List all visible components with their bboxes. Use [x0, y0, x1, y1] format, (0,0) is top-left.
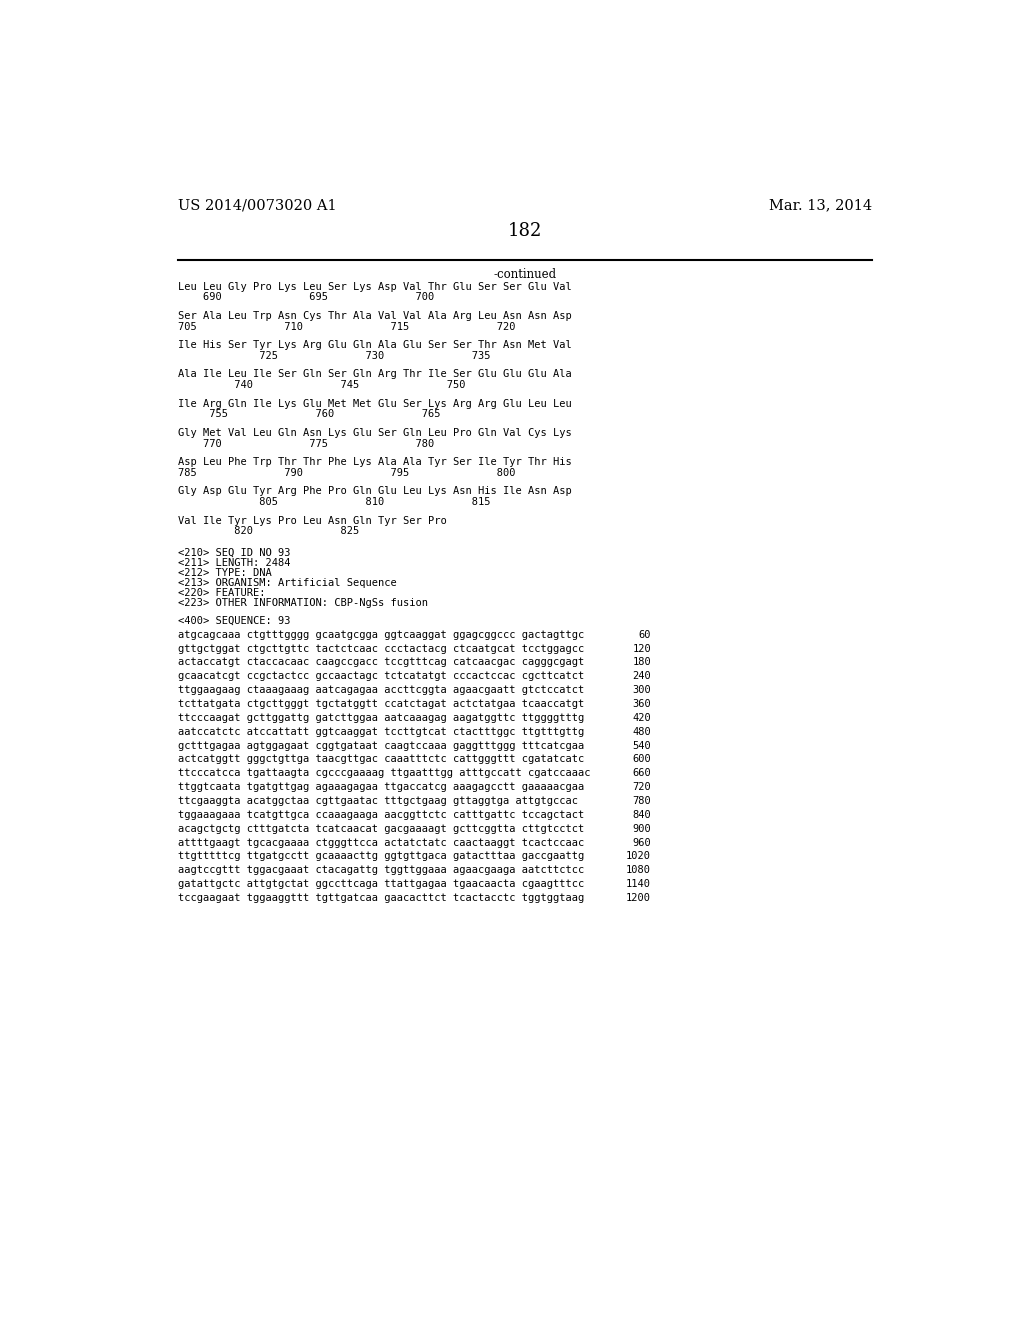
Text: aatccatctc atccattatt ggtcaaggat tccttgtcat ctactttggc ttgtttgttg: aatccatctc atccattatt ggtcaaggat tccttgt… — [178, 726, 585, 737]
Text: 240: 240 — [633, 671, 651, 681]
Text: ttcccaagat gcttggattg gatcttggaa aatcaaagag aagatggttc ttggggtttg: ttcccaagat gcttggattg gatcttggaa aatcaaa… — [178, 713, 585, 723]
Text: atgcagcaaa ctgtttgggg gcaatgcgga ggtcaaggat ggagcggccc gactagttgc: atgcagcaaa ctgtttgggg gcaatgcgga ggtcaag… — [178, 630, 585, 640]
Text: actcatggtt gggctgttga taacgttgac caaatttctc cattgggttt cgatatcatc: actcatggtt gggctgttga taacgttgac caaattt… — [178, 755, 585, 764]
Text: 600: 600 — [633, 755, 651, 764]
Text: Ala Ile Leu Ile Ser Gln Ser Gln Arg Thr Ile Ser Glu Glu Glu Ala: Ala Ile Leu Ile Ser Gln Ser Gln Arg Thr … — [178, 370, 572, 379]
Text: 740              745              750: 740 745 750 — [178, 380, 466, 391]
Text: tggaaagaaa tcatgttgca ccaaagaaga aacggttctc catttgattc tccagctact: tggaaagaaa tcatgttgca ccaaagaaga aacggtt… — [178, 810, 585, 820]
Text: <220> FEATURE:: <220> FEATURE: — [178, 589, 266, 598]
Text: 960: 960 — [633, 838, 651, 847]
Text: Val Ile Tyr Lys Pro Leu Asn Gln Tyr Ser Pro: Val Ile Tyr Lys Pro Leu Asn Gln Tyr Ser … — [178, 516, 447, 525]
Text: ttgtttttcg ttgatgcctt gcaaaacttg ggtgttgaca gatactttaa gaccgaattg: ttgtttttcg ttgatgcctt gcaaaacttg ggtgttg… — [178, 851, 585, 862]
Text: gttgctggat ctgcttgttc tactctcaac ccctactacg ctcaatgcat tcctggagcc: gttgctggat ctgcttgttc tactctcaac ccctact… — [178, 644, 585, 653]
Text: 820              825: 820 825 — [178, 527, 359, 536]
Text: tcttatgata ctgcttgggt tgctatggtt ccatctagat actctatgaa tcaaccatgt: tcttatgata ctgcttgggt tgctatggtt ccatcta… — [178, 700, 585, 709]
Text: Asp Leu Phe Trp Thr Thr Phe Lys Ala Ala Tyr Ser Ile Tyr Thr His: Asp Leu Phe Trp Thr Thr Phe Lys Ala Ala … — [178, 457, 572, 467]
Text: Ile His Ser Tyr Lys Arg Glu Gln Ala Glu Ser Ser Thr Asn Met Val: Ile His Ser Tyr Lys Arg Glu Gln Ala Glu … — [178, 341, 572, 350]
Text: 755              760              765: 755 760 765 — [178, 409, 441, 420]
Text: 1080: 1080 — [626, 866, 651, 875]
Text: 705              710              715              720: 705 710 715 720 — [178, 322, 516, 331]
Text: gctttgagaa agtggagaat cggtgataat caagtccaaa gaggtttggg tttcatcgaa: gctttgagaa agtggagaat cggtgataat caagtcc… — [178, 741, 585, 751]
Text: 900: 900 — [633, 824, 651, 834]
Text: 690              695              700: 690 695 700 — [178, 293, 434, 302]
Text: actaccatgt ctaccacaac caagccgacc tccgtttcag catcaacgac cagggcgagt: actaccatgt ctaccacaac caagccgacc tccgttt… — [178, 657, 585, 668]
Text: ttcccatcca tgattaagta cgcccgaaaag ttgaatttgg atttgccatt cgatccaaac: ttcccatcca tgattaagta cgcccgaaaag ttgaat… — [178, 768, 591, 779]
Text: <210> SEQ ID NO 93: <210> SEQ ID NO 93 — [178, 548, 291, 558]
Text: acagctgctg ctttgatcta tcatcaacat gacgaaaagt gcttcggtta cttgtcctct: acagctgctg ctttgatcta tcatcaacat gacgaaa… — [178, 824, 585, 834]
Text: 725              730              735: 725 730 735 — [178, 351, 490, 360]
Text: 182: 182 — [508, 222, 542, 240]
Text: Ile Arg Gln Ile Lys Glu Met Met Glu Ser Lys Arg Arg Glu Leu Leu: Ile Arg Gln Ile Lys Glu Met Met Glu Ser … — [178, 399, 572, 409]
Text: 1200: 1200 — [626, 892, 651, 903]
Text: gcaacatcgt ccgctactcc gccaactagc tctcatatgt cccactccac cgcttcatct: gcaacatcgt ccgctactcc gccaactagc tctcata… — [178, 671, 585, 681]
Text: aagtccgttt tggacgaaat ctacagattg tggttggaaa agaacgaaga aatcttctcc: aagtccgttt tggacgaaat ctacagattg tggttgg… — [178, 866, 585, 875]
Text: <213> ORGANISM: Artificial Sequence: <213> ORGANISM: Artificial Sequence — [178, 578, 397, 587]
Text: <223> OTHER INFORMATION: CBP-NgSs fusion: <223> OTHER INFORMATION: CBP-NgSs fusion — [178, 598, 428, 609]
Text: <400> SEQUENCE: 93: <400> SEQUENCE: 93 — [178, 615, 291, 626]
Text: -continued: -continued — [494, 268, 556, 281]
Text: 480: 480 — [633, 726, 651, 737]
Text: Gly Met Val Leu Gln Asn Lys Glu Ser Gln Leu Pro Gln Val Cys Lys: Gly Met Val Leu Gln Asn Lys Glu Ser Gln … — [178, 428, 572, 438]
Text: 785              790              795              800: 785 790 795 800 — [178, 469, 516, 478]
Text: <211> LENGTH: 2484: <211> LENGTH: 2484 — [178, 558, 291, 568]
Text: tccgaagaat tggaaggttt tgttgatcaa gaacacttct tcactacctc tggtggtaag: tccgaagaat tggaaggttt tgttgatcaa gaacact… — [178, 892, 585, 903]
Text: 805              810              815: 805 810 815 — [178, 498, 490, 507]
Text: gatattgctc attgtgctat ggccttcaga ttattgagaa tgaacaacta cgaagtttcc: gatattgctc attgtgctat ggccttcaga ttattga… — [178, 879, 585, 890]
Text: Leu Leu Gly Pro Lys Leu Ser Lys Asp Val Thr Glu Ser Ser Glu Val: Leu Leu Gly Pro Lys Leu Ser Lys Asp Val … — [178, 281, 572, 292]
Text: Gly Asp Glu Tyr Arg Phe Pro Gln Glu Leu Lys Asn His Ile Asn Asp: Gly Asp Glu Tyr Arg Phe Pro Gln Glu Leu … — [178, 487, 572, 496]
Text: 780: 780 — [633, 796, 651, 807]
Text: ttcgaaggta acatggctaa cgttgaatac tttgctgaag gttaggtga attgtgccac: ttcgaaggta acatggctaa cgttgaatac tttgctg… — [178, 796, 579, 807]
Text: 540: 540 — [633, 741, 651, 751]
Text: attttgaagt tgcacgaaaa ctgggttcca actatctatc caactaaggt tcactccaac: attttgaagt tgcacgaaaa ctgggttcca actatct… — [178, 838, 585, 847]
Text: <212> TYPE: DNA: <212> TYPE: DNA — [178, 568, 272, 578]
Text: 770              775              780: 770 775 780 — [178, 438, 434, 449]
Text: ttggtcaata tgatgttgag agaaagagaa ttgaccatcg aaagagcctt gaaaaacgaa: ttggtcaata tgatgttgag agaaagagaa ttgacca… — [178, 781, 585, 792]
Text: Ser Ala Leu Trp Asn Cys Thr Ala Val Val Ala Arg Leu Asn Asn Asp: Ser Ala Leu Trp Asn Cys Thr Ala Val Val … — [178, 312, 572, 321]
Text: 180: 180 — [633, 657, 651, 668]
Text: 60: 60 — [639, 630, 651, 640]
Text: 840: 840 — [633, 810, 651, 820]
Text: Mar. 13, 2014: Mar. 13, 2014 — [769, 198, 872, 213]
Text: 120: 120 — [633, 644, 651, 653]
Text: ttggaagaag ctaaagaaag aatcagagaa accttcggta agaacgaatt gtctccatct: ttggaagaag ctaaagaaag aatcagagaa accttcg… — [178, 685, 585, 696]
Text: 720: 720 — [633, 781, 651, 792]
Text: 360: 360 — [633, 700, 651, 709]
Text: 660: 660 — [633, 768, 651, 779]
Text: US 2014/0073020 A1: US 2014/0073020 A1 — [178, 198, 337, 213]
Text: 300: 300 — [633, 685, 651, 696]
Text: 1140: 1140 — [626, 879, 651, 890]
Text: 420: 420 — [633, 713, 651, 723]
Text: 1020: 1020 — [626, 851, 651, 862]
